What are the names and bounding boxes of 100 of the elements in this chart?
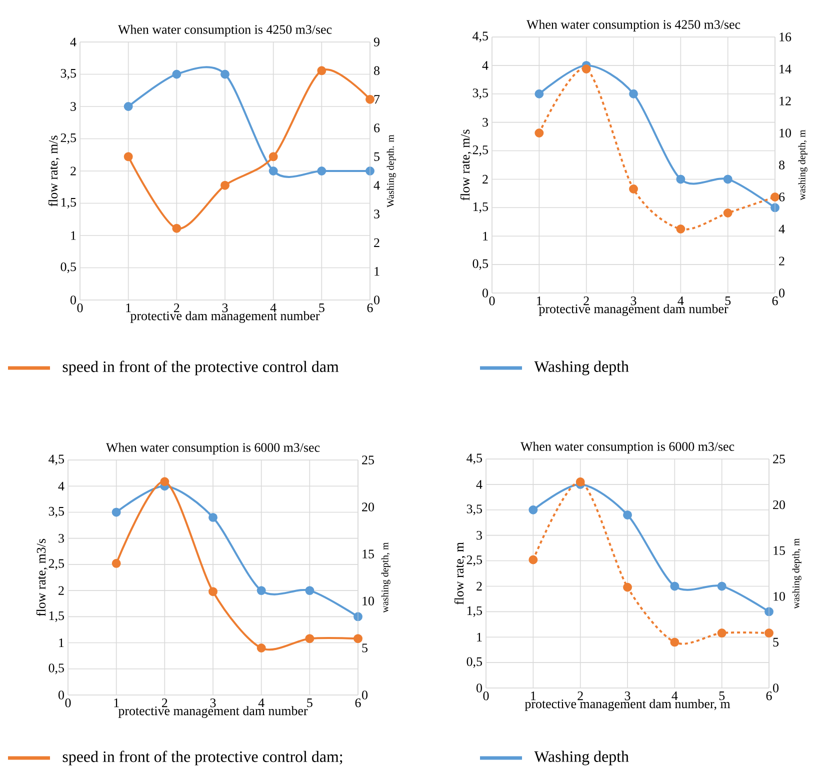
x-tick-label: 5 [319,304,324,312]
y2-tick-label: 3 [374,210,380,218]
legend-label: Washing depth [534,360,629,376]
x-tick-label: 4 [270,304,276,312]
y-tick-label: 1 [477,632,482,642]
x-tick-label: 5 [307,698,312,708]
y2-tick-label: 5 [374,152,380,161]
y2-tick-label: 10 [774,592,785,601]
x-tick-label: 4 [678,296,684,306]
y2-tick-label: 8 [374,66,380,76]
y-tick-label: 4 [58,482,64,490]
x-axis-title: protective management dam number [538,304,728,316]
x-tick-label: 1 [126,304,131,312]
y2-tick-label: 0 [779,288,785,298]
y-tick-label: 0,5 [48,664,64,674]
y2-tick-label: 1 [374,267,380,276]
x-tick-label: 6 [355,698,361,708]
y-tick-label: 4 [476,480,482,489]
y2-tick-label: 14 [780,64,792,74]
y-tick-label: 0 [476,684,482,692]
y-tick-label: 2 [476,582,482,591]
y-tick-label: 3 [70,102,76,111]
y-axis-title: flow rate, m3/s [36,538,48,616]
y-tick-label: 3 [476,530,482,540]
chart-title: When water consumption is 4250 m3/sec [526,20,740,32]
y-tick-label: 2 [70,166,76,176]
y-tick-label: 1,5 [473,202,488,213]
y-tick-label: 4,5 [48,454,64,466]
x-tick-label: 5 [719,692,725,700]
y-tick-label: 3 [482,118,488,127]
x-tick-label: 3 [630,296,636,306]
y2-tick-label: 2 [779,256,784,266]
y2-tick-label: 9 [374,38,380,46]
y-tick-label: 2 [482,174,488,184]
y-tick-label: 1 [483,232,488,240]
x-tick-label: 4 [672,692,678,700]
y2-tick-label: 6 [779,192,785,202]
chart-title: When water consumption is 6000 m3/sec [520,442,734,454]
y-tick-label: 1 [59,638,64,648]
y2-tick-label: 10 [780,128,791,138]
y2-axis-title: Washing depth. m [386,134,396,208]
y2-tick-label: 25 [362,456,374,464]
x-tick-label: 3 [624,692,630,700]
y-tick-label: 4 [482,61,488,70]
x-axis-title: protective management dam number, m [524,699,730,711]
y-tick-label: 0 [482,288,488,298]
y-tick-label: 3,5 [48,506,64,518]
y2-tick-label: 0 [773,684,779,692]
x-tick-label: 2 [584,296,589,306]
y-tick-label: 1,5 [467,606,482,617]
x-tick-label: 2 [578,692,583,700]
x-tick-label: 1 [531,692,536,700]
chart-title: When water consumption is 6000 m3/sec [106,442,320,454]
y-tick-label: 3,5 [466,504,482,516]
y2-axis-title: washing depth, m [792,538,802,609]
y-tick-label: 4,5 [466,454,482,464]
y-tick-label: 3,5 [472,88,488,100]
y2-tick-label: 16 [780,32,792,42]
x-tick-label: 6 [766,692,772,700]
y-tick-label: 1 [71,231,76,240]
legend-label: Washing depth [534,750,629,766]
y2-tick-label: 25 [773,454,785,464]
y-tick-label: 0,5 [60,262,76,274]
x-tick-label: 0 [77,304,83,312]
y-tick-label: 4,5 [472,32,488,42]
y2-tick-label: 5 [362,644,368,652]
y-tick-label: 3,5 [60,68,76,80]
y2-tick-label: 7 [374,95,380,104]
x-tick-label: 3 [222,304,228,312]
y2-tick-label: 10 [362,596,374,606]
x-tick-label: 6 [367,304,373,312]
x-axis-title: protective dam management number [130,311,320,323]
y2-tick-label: 2 [374,238,380,247]
x-tick-label: 6 [772,296,778,306]
legend-label: speed in front of the protective control dam; [62,750,342,766]
y2-tick-label: 20 [362,502,374,512]
y-tick-label: 3 [58,534,64,543]
y2-axis-title: washing depth, m [798,130,808,200]
x-tick-label: 2 [174,304,180,312]
y-tick-label: 2,5 [466,555,482,566]
y2-tick-label: 20 [773,500,785,510]
y-tick-label: 2,5 [472,145,488,156]
y-tick-label: 2,5 [60,133,76,144]
y-tick-label: 1,5 [49,611,64,622]
y2-tick-label: 12 [780,96,791,106]
y2-tick-label: 4 [778,224,785,234]
x-tick-label: 5 [725,296,731,306]
y-axis-title: flow rate, m/s [48,136,60,206]
x-tick-label: 3 [210,698,216,708]
y2-tick-label: 5 [773,638,778,646]
x-axis-title: protective management dam number [118,706,308,718]
y2-tick-label: 15 [774,546,785,555]
y2-tick-label: 4 [374,181,380,190]
y2-tick-label: 8 [779,160,785,170]
y-axis-title: flow rate, m/s [460,130,472,200]
chart-title: When water consumption is 4250 m3/sec [118,24,332,36]
x-tick-label: 1 [114,698,119,708]
x-tick-label: 1 [537,296,542,306]
y-tick-label: 2 [58,586,64,595]
y-tick-label: 0,5 [472,259,488,270]
